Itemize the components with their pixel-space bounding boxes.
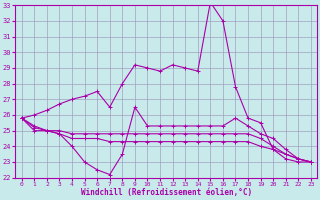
X-axis label: Windchill (Refroidissement éolien,°C): Windchill (Refroidissement éolien,°C) <box>81 188 252 197</box>
